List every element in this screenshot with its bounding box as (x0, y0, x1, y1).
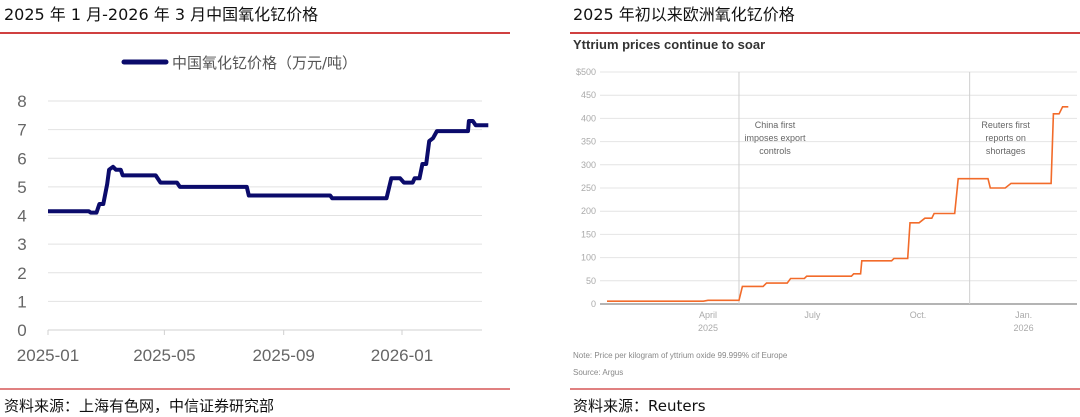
y-tick-label: 7 (17, 121, 26, 140)
y-tick-label: 4 (17, 207, 26, 226)
x-tick-label: July (804, 310, 821, 320)
legend-label: 中国氧化钇价格（万元/吨） (172, 54, 357, 72)
right-source: 资料来源：Reuters (573, 397, 706, 415)
annotation-text: controls (759, 146, 791, 156)
y-tick-label: 1 (17, 292, 26, 311)
annotation-text: shortages (986, 146, 1026, 156)
y-tick-label: 8 (17, 92, 26, 111)
y-tick-label: 150 (581, 229, 596, 239)
x-tick-label: Jan. (1015, 310, 1032, 320)
y-tick-label: 100 (581, 253, 596, 263)
y-tick-label: 400 (581, 113, 596, 123)
y-tick-label: $500 (576, 67, 596, 77)
y-tick-label: 0 (591, 299, 596, 309)
y-tick-label: 5 (17, 178, 26, 197)
x-tick-label: 2026-01 (371, 346, 433, 365)
y-tick-label: 0 (17, 321, 26, 340)
x-tick-year: 2026 (1014, 323, 1034, 333)
right-panel-title: 2025 年初以来欧洲氧化钇价格 (573, 5, 795, 24)
annotation-text: reports on (985, 133, 1026, 143)
annotation-text: China first (755, 120, 796, 130)
annotation-text: Reuters first (981, 120, 1030, 130)
x-tick-year: 2025 (698, 323, 718, 333)
left-panel-title: 2025 年 1 月-2026 年 3 月中国氧化钇价格 (4, 5, 318, 24)
chart-title: Yttrium prices continue to soar (573, 37, 765, 52)
y-tick-label: 200 (581, 206, 596, 216)
x-tick-label: 2025-09 (252, 346, 314, 365)
y-tick-label: 350 (581, 137, 596, 147)
x-tick-label: 2025-01 (17, 346, 79, 365)
x-tick-label: 2025-05 (133, 346, 195, 365)
y-tick-label: 250 (581, 183, 596, 193)
price-line-europe (607, 106, 1069, 303)
chart-note: Note: Price per kilogram of yttrium oxid… (573, 351, 788, 360)
x-tick-label: April (699, 310, 717, 320)
y-tick-label: 450 (581, 90, 596, 100)
y-tick-label: 50 (586, 276, 596, 286)
y-tick-label: 6 (17, 149, 26, 168)
left-source: 资料来源：上海有色网，中信证券研究部 (4, 397, 274, 415)
europe-yttrium-chart: Yttrium prices continue to soar Note: Pr… (573, 37, 1077, 377)
china-yttrium-chart: 中国氧化钇价格（万元/吨） 0 1 2 3 4 5 6 7 8 2025-01 2025-05 202… (17, 54, 489, 365)
y-tick-label: 300 (581, 160, 596, 170)
y-tick-label: 3 (17, 235, 26, 254)
y-tick-label: 2 (17, 264, 26, 283)
price-line-china (48, 119, 489, 215)
x-tick-label: Oct. (910, 310, 927, 320)
annotation-text: imposes export (744, 133, 806, 143)
chart-source: Source: Argus (573, 368, 623, 377)
